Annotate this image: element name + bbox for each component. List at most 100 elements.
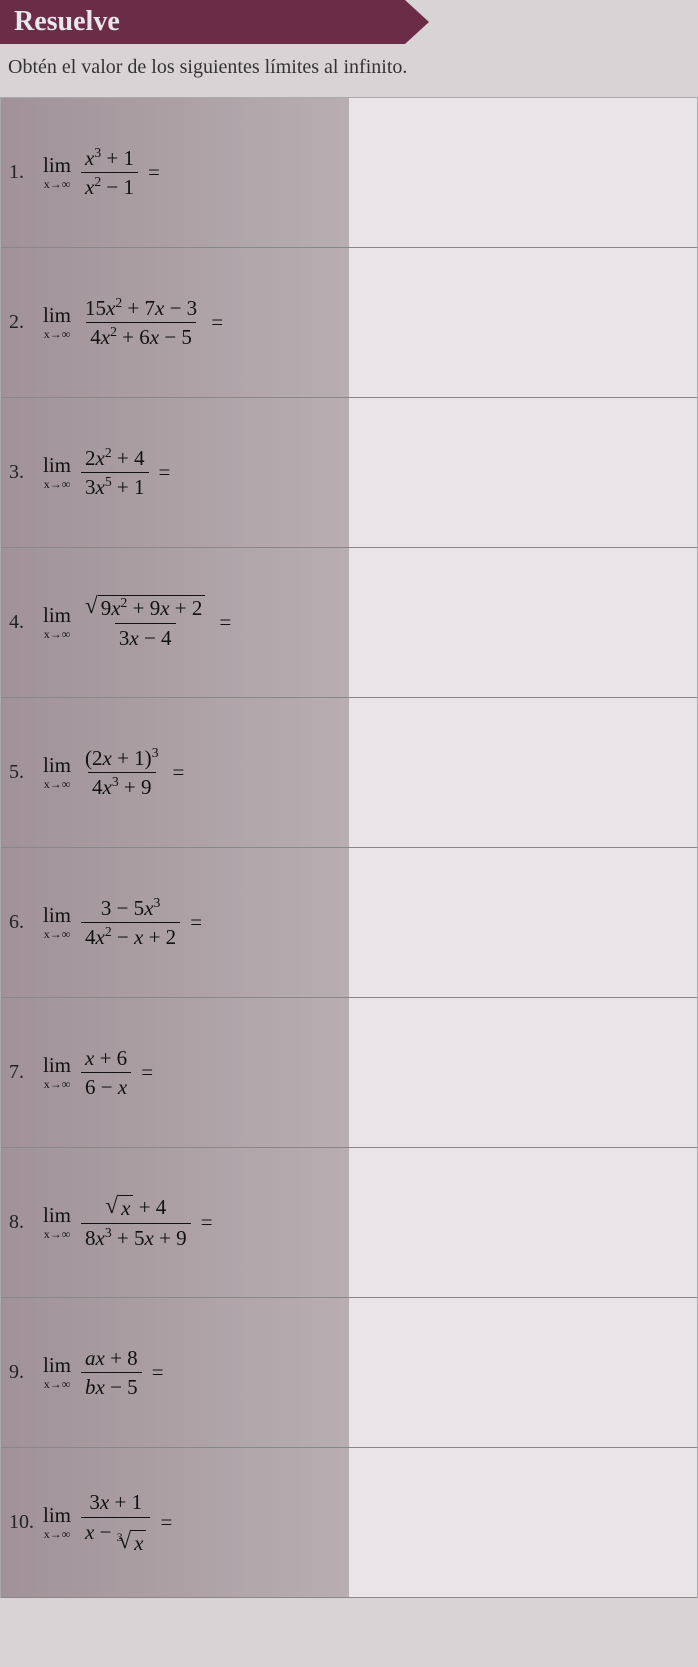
equals-sign: =	[173, 760, 185, 785]
numerator: 3x + 1	[85, 1490, 146, 1516]
problem-row: 10.limx→∞3x + 1x − 3√x=	[1, 1448, 697, 1598]
limit-expression: limx→∞ax + 8bx − 5=	[43, 1346, 164, 1399]
problem-cell: 10.limx→∞3x + 1x − 3√x=	[1, 1448, 349, 1597]
problem-row: 8.lim x→∞ √x + 48x3 + 5x + 9 =	[1, 1148, 697, 1298]
fraction: √9x2 + 9x + 23x − 4	[81, 595, 209, 649]
lim-label: lim	[43, 305, 71, 326]
problem-cell: 3.limx→∞ 2x2 + 43x5 + 1 =	[1, 398, 349, 547]
numerator: 15x2 + 7x − 3	[81, 296, 201, 322]
problem-number: 8.	[9, 1211, 43, 1234]
limit-operator: lim x→∞	[43, 305, 71, 340]
problem-table: 1.limx→∞x3 + 1x2 − 1=2.limx→∞15x2 + 7x −…	[0, 97, 698, 1598]
limit-operator: lim x→∞	[43, 1055, 71, 1090]
answer-cell	[349, 248, 697, 397]
lim-approach: x→∞	[44, 178, 71, 190]
answer-cell	[349, 848, 697, 997]
lim-approach: x→∞	[44, 1078, 71, 1090]
problem-row: 3.limx→∞ 2x2 + 43x5 + 1 =	[1, 398, 697, 548]
denominator: x − 3√x	[81, 1517, 150, 1555]
problem-number: 3.	[9, 461, 43, 484]
problem-row: 2.lim x→∞ 15x2 + 7x − 34x2 + 6x − 5 =	[1, 248, 697, 398]
fraction: (2x + 1)34x3 + 9	[81, 746, 163, 799]
lim-label: lim	[43, 1205, 71, 1226]
denominator: 8x3 + 5x + 9	[81, 1223, 191, 1250]
lim-label: lim	[43, 605, 71, 626]
fraction: x3 + 1x2 − 1	[81, 146, 138, 199]
limit-expression: limx→∞3 − 5x34x2 − x + 2=	[43, 896, 202, 949]
answer-cell	[349, 398, 697, 547]
problem-number: 5.	[9, 761, 43, 784]
limit-operator: lim x→∞	[43, 1205, 71, 1240]
limit-expression: lim x→∞ √x + 48x3 + 5x + 9 =	[43, 1195, 213, 1249]
lim-label: lim	[43, 755, 71, 776]
problem-number: 7.	[9, 1061, 43, 1084]
denominator: bx − 5	[81, 1372, 142, 1399]
denominator: 6 − x	[81, 1072, 131, 1099]
denominator: x2 − 1	[81, 172, 138, 199]
lim-approach: x→∞	[44, 1228, 71, 1240]
limit-operator: limx→∞	[43, 1505, 71, 1540]
denominator: 3x − 4	[115, 623, 176, 650]
problem-cell: 2.lim x→∞ 15x2 + 7x − 34x2 + 6x − 5 =	[1, 248, 349, 397]
instruction-text: Obtén el valor de los siguientes límites…	[0, 44, 698, 97]
fraction: 2x2 + 43x5 + 1	[81, 446, 149, 499]
answer-cell	[349, 1298, 697, 1447]
lim-label: lim	[43, 905, 71, 926]
numerator: (2x + 1)3	[81, 746, 163, 772]
answer-cell	[349, 998, 697, 1147]
equals-sign: =	[152, 1360, 164, 1385]
denominator: 4x2 + 6x − 5	[86, 322, 196, 349]
problem-row: 4.limx→∞√9x2 + 9x + 23x − 4=	[1, 548, 697, 698]
denominator: 4x2 − x + 2	[81, 922, 180, 949]
equals-sign: =	[219, 610, 231, 635]
lim-label: lim	[43, 155, 71, 176]
problem-number: 1.	[9, 161, 43, 184]
equals-sign: =	[159, 460, 171, 485]
problem-number: 9.	[9, 1361, 43, 1384]
problem-cell: 6.limx→∞3 − 5x34x2 − x + 2=	[1, 848, 349, 997]
equals-sign: =	[160, 1510, 172, 1535]
problem-row: 5.lim x→∞ (2x + 1)34x3 + 9 =	[1, 698, 697, 848]
problem-row: 1.lim x→∞ x3 + 1x2 − 1 =	[1, 98, 697, 248]
problem-number: 6.	[9, 911, 43, 934]
section-header: Resuelve	[0, 0, 405, 44]
limit-operator: lim x→∞	[43, 155, 71, 190]
answer-cell	[349, 1448, 697, 1597]
lim-label: lim	[43, 1355, 71, 1376]
fraction: ax + 8bx − 5	[81, 1346, 142, 1399]
numerator: ax + 8	[81, 1346, 142, 1372]
problem-row: 9.limx→∞ax + 8bx − 5=	[1, 1298, 697, 1448]
lim-approach: x→∞	[44, 328, 71, 340]
fraction: x + 66 − x	[81, 1046, 131, 1099]
denominator: 3x5 + 1	[81, 472, 149, 499]
equals-sign: =	[211, 310, 223, 335]
fraction: 15x2 + 7x − 34x2 + 6x − 5	[81, 296, 201, 349]
lim-approach: x→∞	[44, 778, 71, 790]
problem-cell: 5.lim x→∞ (2x + 1)34x3 + 9 =	[1, 698, 349, 847]
answer-cell	[349, 98, 697, 247]
lim-label: lim	[43, 1505, 71, 1526]
limit-operator: limx→∞	[43, 455, 71, 490]
lim-label: lim	[43, 1055, 71, 1076]
equals-sign: =	[201, 1210, 213, 1235]
problem-cell: 8.lim x→∞ √x + 48x3 + 5x + 9 =	[1, 1148, 349, 1297]
problem-cell: 9.limx→∞ax + 8bx − 5=	[1, 1298, 349, 1447]
limit-expression: limx→∞x + 66 − x=	[43, 1046, 153, 1099]
answer-cell	[349, 1148, 697, 1297]
fraction: √x + 48x3 + 5x + 9	[81, 1195, 191, 1249]
numerator: √x + 4	[101, 1195, 170, 1222]
lim-approach: x→∞	[44, 478, 71, 490]
equals-sign: =	[148, 160, 160, 185]
numerator: 2x2 + 4	[81, 446, 149, 472]
fraction: 3 − 5x34x2 − x + 2	[81, 896, 180, 949]
limit-expression: limx→∞ √9x2 + 9x + 23x − 4 =	[43, 595, 231, 649]
problem-number: 2.	[9, 311, 43, 334]
numerator: x + 6	[81, 1046, 131, 1072]
problem-row: 6.limx→∞3 − 5x34x2 − x + 2=	[1, 848, 697, 998]
limit-operator: lim x→∞	[43, 755, 71, 790]
numerator: 3 − 5x3	[97, 896, 165, 922]
numerator: x3 + 1	[81, 146, 138, 172]
equals-sign: =	[190, 910, 202, 935]
limit-operator: limx→∞	[43, 605, 71, 640]
limit-expression: lim x→∞ x3 + 1x2 − 1 =	[43, 146, 160, 199]
